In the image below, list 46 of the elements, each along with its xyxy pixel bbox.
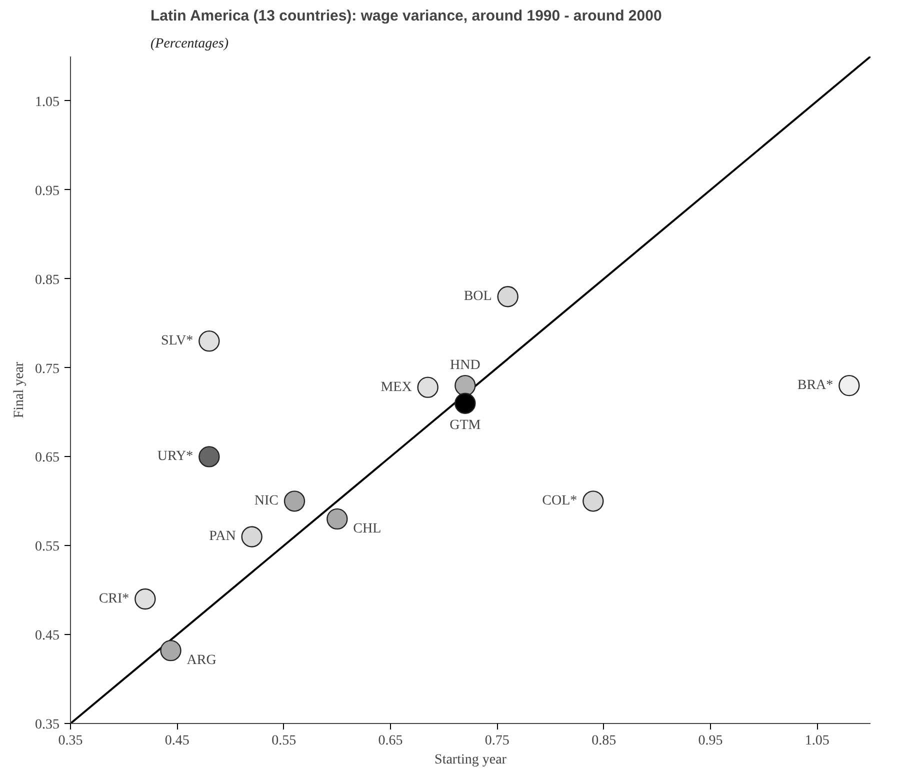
x-tick-label: 1.05 [804,734,830,748]
x-tick-label: 0.55 [272,734,296,748]
point [198,330,220,352]
point [198,446,220,468]
point [326,508,348,530]
point [838,374,860,396]
x-tick-label: 0.95 [698,734,723,748]
data-label: BRA* [797,378,834,394]
data-label: URY* [157,449,194,464]
y-tick-label: 0.55 [35,540,60,555]
point [454,392,476,414]
point [497,286,518,308]
data-label: CRI* [98,591,130,606]
x-axis-title: Starting year [434,752,507,768]
data-label: MEX [380,380,412,395]
y-axis-title: Final year [12,361,27,418]
x-tick-label: 0.35 [58,734,83,748]
y-tick-label: 1.05 [35,94,60,110]
data-label: BOL [464,289,492,304]
x-tick-label: 0.65 [378,734,403,748]
y-tick-label: 0.65 [35,450,60,466]
point [417,376,438,398]
x-tick-label: 0.85 [592,734,616,748]
point [160,640,182,662]
x-tick-label: 0.45 [164,734,190,748]
data-label: GTM [450,418,482,433]
data-label: ARG [186,653,216,668]
y-tick-label: 0.45 [35,628,60,644]
y-tick-label: 0.35 [35,718,60,732]
x-tick-label: 0.75 [484,734,510,748]
chart-title: Latin America (13 countries): wage variance, around 1990 - around 2000 [150,8,662,24]
point [241,526,262,548]
point [134,588,156,610]
data-label: PAN [209,529,236,544]
data-label: CHL [353,521,382,536]
data-label: NIC [254,494,279,509]
point [284,490,306,512]
data-label: SLV* [161,334,194,349]
y-tick-label: 0.85 [35,272,60,288]
y-tick-label: 0.75 [35,362,60,377]
data-label: COL* [542,494,578,509]
chart-subtitle: (Percentages) [150,36,229,52]
y-tick-label: 0.95 [35,184,60,199]
point [582,490,604,512]
point [454,374,476,396]
data-label: HND [450,358,480,374]
